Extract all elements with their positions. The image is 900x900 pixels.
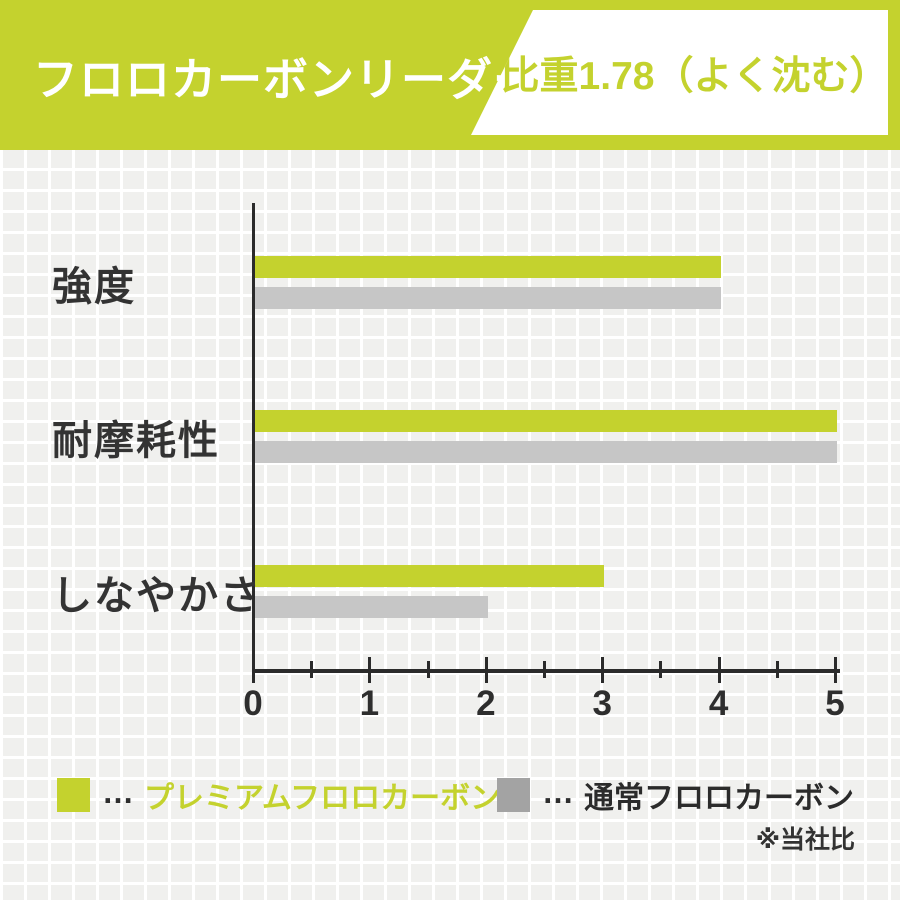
- x-axis-tick-label: 3: [592, 684, 612, 723]
- legend-item-premium: … プレミアムフロロカーボン: [57, 774, 500, 815]
- legend-swatch-premium: [57, 778, 90, 812]
- legend-swatch-normal: [497, 778, 530, 812]
- x-axis-minor-tick: [310, 661, 314, 678]
- bar-premium: [255, 565, 605, 587]
- footnote: ※当社比: [755, 826, 855, 854]
- x-axis-minor-tick: [426, 661, 430, 678]
- legend-label-normal: 通常フロロカーボン: [584, 782, 854, 815]
- legend-dots: …: [542, 773, 574, 810]
- header-band: フロロカーボンリーダー 比重1.78（よく沈む）: [0, 0, 900, 150]
- bar-chart: 0 1 2 3 4 5 強度耐摩耗性しなやかさ: [0, 150, 900, 723]
- legend-label-premium: プレミアムフロロカーボン: [144, 782, 501, 815]
- x-axis-tick-label: 1: [359, 684, 380, 723]
- x-axis-tick-label: 4: [708, 684, 729, 723]
- x-axis-major-tick: [834, 657, 837, 683]
- x-axis-tick-label: 2: [476, 684, 496, 723]
- spec-badge-text: 比重1.78（よく沈む）: [500, 54, 889, 98]
- bar-premium: [255, 256, 721, 278]
- x-axis-major-tick: [484, 657, 488, 683]
- x-axis-line: [252, 669, 840, 673]
- x-axis-tick-label: 0: [243, 684, 263, 723]
- x-axis-minor-tick: [659, 661, 663, 678]
- bar-normal: [255, 441, 837, 463]
- x-axis-minor-tick: [775, 661, 779, 678]
- legend-dots: …: [102, 773, 134, 810]
- bar-premium: [255, 410, 837, 432]
- x-axis-major-tick: [717, 657, 721, 683]
- x-axis-tick-label: 5: [825, 684, 845, 723]
- y-axis-line: [252, 203, 255, 673]
- category-label: 強度: [52, 264, 136, 309]
- bar-normal: [255, 287, 721, 309]
- category-label: 耐摩耗性: [52, 418, 220, 463]
- legend-item-normal: … 通常フロロカーボン: [497, 774, 854, 815]
- x-axis-major-tick: [368, 657, 372, 683]
- page-title: フロロカーボンリーダー: [33, 53, 540, 105]
- category-label: しなやかさ: [52, 573, 262, 618]
- x-axis-minor-tick: [543, 661, 546, 678]
- bar-normal: [255, 596, 488, 618]
- x-axis-major-tick: [601, 657, 605, 683]
- spec-badge: 比重1.78（よく沈む）: [471, 10, 888, 135]
- x-axis-major-tick: [252, 657, 255, 683]
